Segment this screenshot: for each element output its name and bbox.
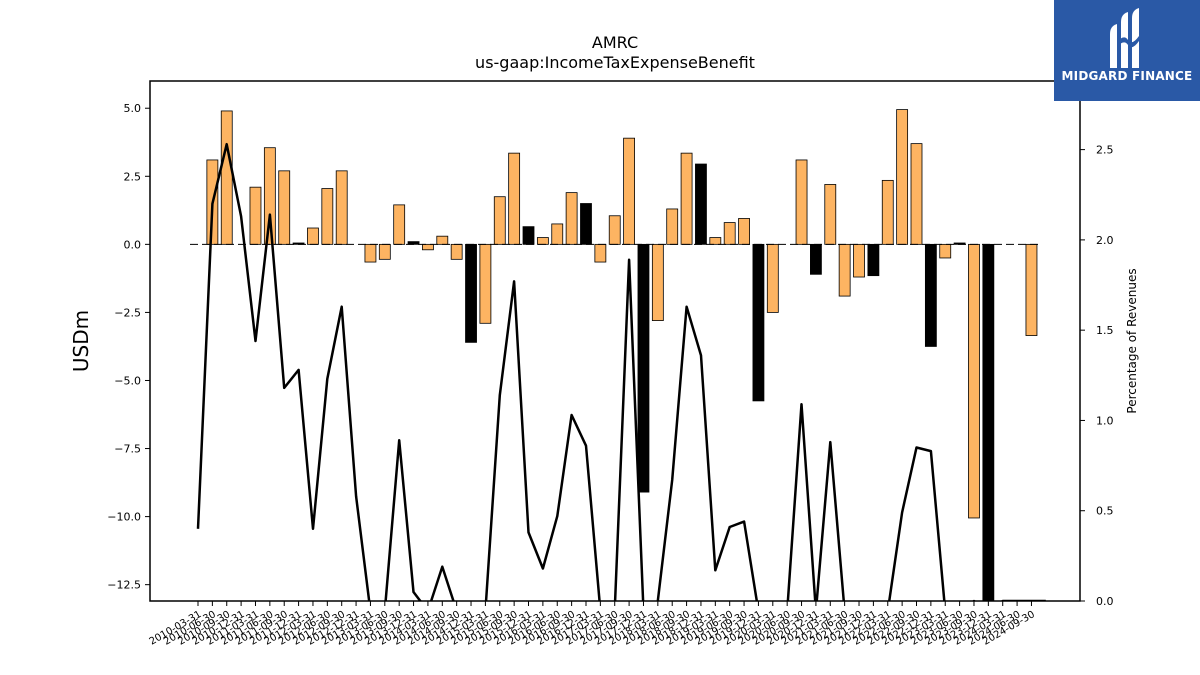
y-tick-label: 2.5: [124, 170, 142, 183]
bar: [680, 152, 693, 245]
y2-tick-label: 0.0: [1096, 595, 1114, 608]
bar: [709, 237, 722, 245]
bar: [565, 192, 578, 245]
bar: [968, 243, 980, 519]
y2-tick-label: 1.5: [1096, 324, 1114, 337]
y2-tick-label: 1.0: [1096, 414, 1114, 427]
bar: [580, 203, 592, 245]
plot-frame: [149, 80, 1081, 602]
y2-axis-ticks: 0.0 0.5 1.0 1.5 2.0 2.5: [1080, 144, 1114, 608]
bar: [364, 243, 377, 263]
bar: [924, 243, 937, 347]
bar: [551, 223, 564, 245]
bar: [795, 159, 808, 245]
midgard-finance-logo: MIDGARD FINANCE: [1054, 0, 1200, 101]
y-axis-ticks: 5.0 2.5 0.0 −2.5 −5.0 −7.5 −10.0 −12.5: [107, 102, 150, 592]
bar: [666, 208, 679, 245]
bar: [450, 243, 463, 260]
bar: [536, 237, 549, 245]
x-axis-ticks: 2010-03-312010-06-302010-09-302010-12-31…: [148, 601, 1037, 648]
bar: [479, 243, 492, 324]
bar: [508, 152, 521, 245]
bar: [723, 222, 736, 245]
bar: [810, 243, 822, 275]
bar: [493, 196, 506, 245]
bars: [206, 109, 1038, 601]
bar: [1025, 243, 1038, 336]
logo-mark-icon: [1110, 8, 1139, 68]
bar: [393, 204, 406, 245]
bar: [465, 243, 477, 343]
percentage-line: [196, 142, 1046, 601]
bar: [321, 188, 334, 245]
bar: [335, 170, 348, 245]
y-tick-label: 0.0: [124, 238, 142, 251]
chart-title: AMRC: [592, 33, 638, 52]
bar: [824, 184, 837, 245]
bar: [695, 163, 707, 245]
y-axis-label: USDm: [69, 310, 93, 372]
y2-tick-label: 2.5: [1096, 144, 1114, 157]
bar: [910, 143, 923, 245]
bar: [939, 243, 952, 259]
bar: [982, 243, 995, 601]
bar: [896, 109, 909, 245]
brand-name: MIDGARD FINANCE: [1061, 69, 1193, 83]
bar: [637, 243, 650, 493]
y2-tick-label: 2.0: [1096, 234, 1114, 247]
y2-axis-label: Percentage of Revenues: [1125, 268, 1139, 413]
bar: [623, 137, 635, 245]
bar: [651, 243, 664, 321]
bar: [608, 215, 621, 245]
bar: [766, 243, 779, 313]
bar: [278, 170, 291, 245]
y-tick-label: 5.0: [124, 102, 142, 115]
bar: [853, 243, 865, 278]
bar: [307, 227, 319, 245]
bar: [263, 147, 276, 245]
y-tick-label: −2.5: [114, 306, 141, 319]
bar: [378, 243, 391, 260]
bar: [249, 186, 262, 245]
bar: [220, 110, 233, 245]
bar: [522, 226, 535, 245]
y-tick-label: −12.5: [107, 579, 141, 592]
y-tick-label: −10.0: [107, 511, 141, 524]
chart-subtitle: us-gaap:IncomeTaxExpenseBenefit: [475, 53, 755, 72]
bar: [422, 243, 434, 251]
y-tick-label: −5.0: [114, 374, 141, 387]
bar: [881, 179, 894, 245]
bar: [867, 243, 880, 277]
y-tick-label: −7.5: [114, 443, 141, 456]
bar: [436, 235, 449, 245]
y2-tick-label: 0.5: [1096, 505, 1114, 518]
bar: [594, 243, 607, 263]
bar: [738, 218, 750, 245]
bar: [752, 243, 765, 402]
bar: [838, 243, 851, 297]
